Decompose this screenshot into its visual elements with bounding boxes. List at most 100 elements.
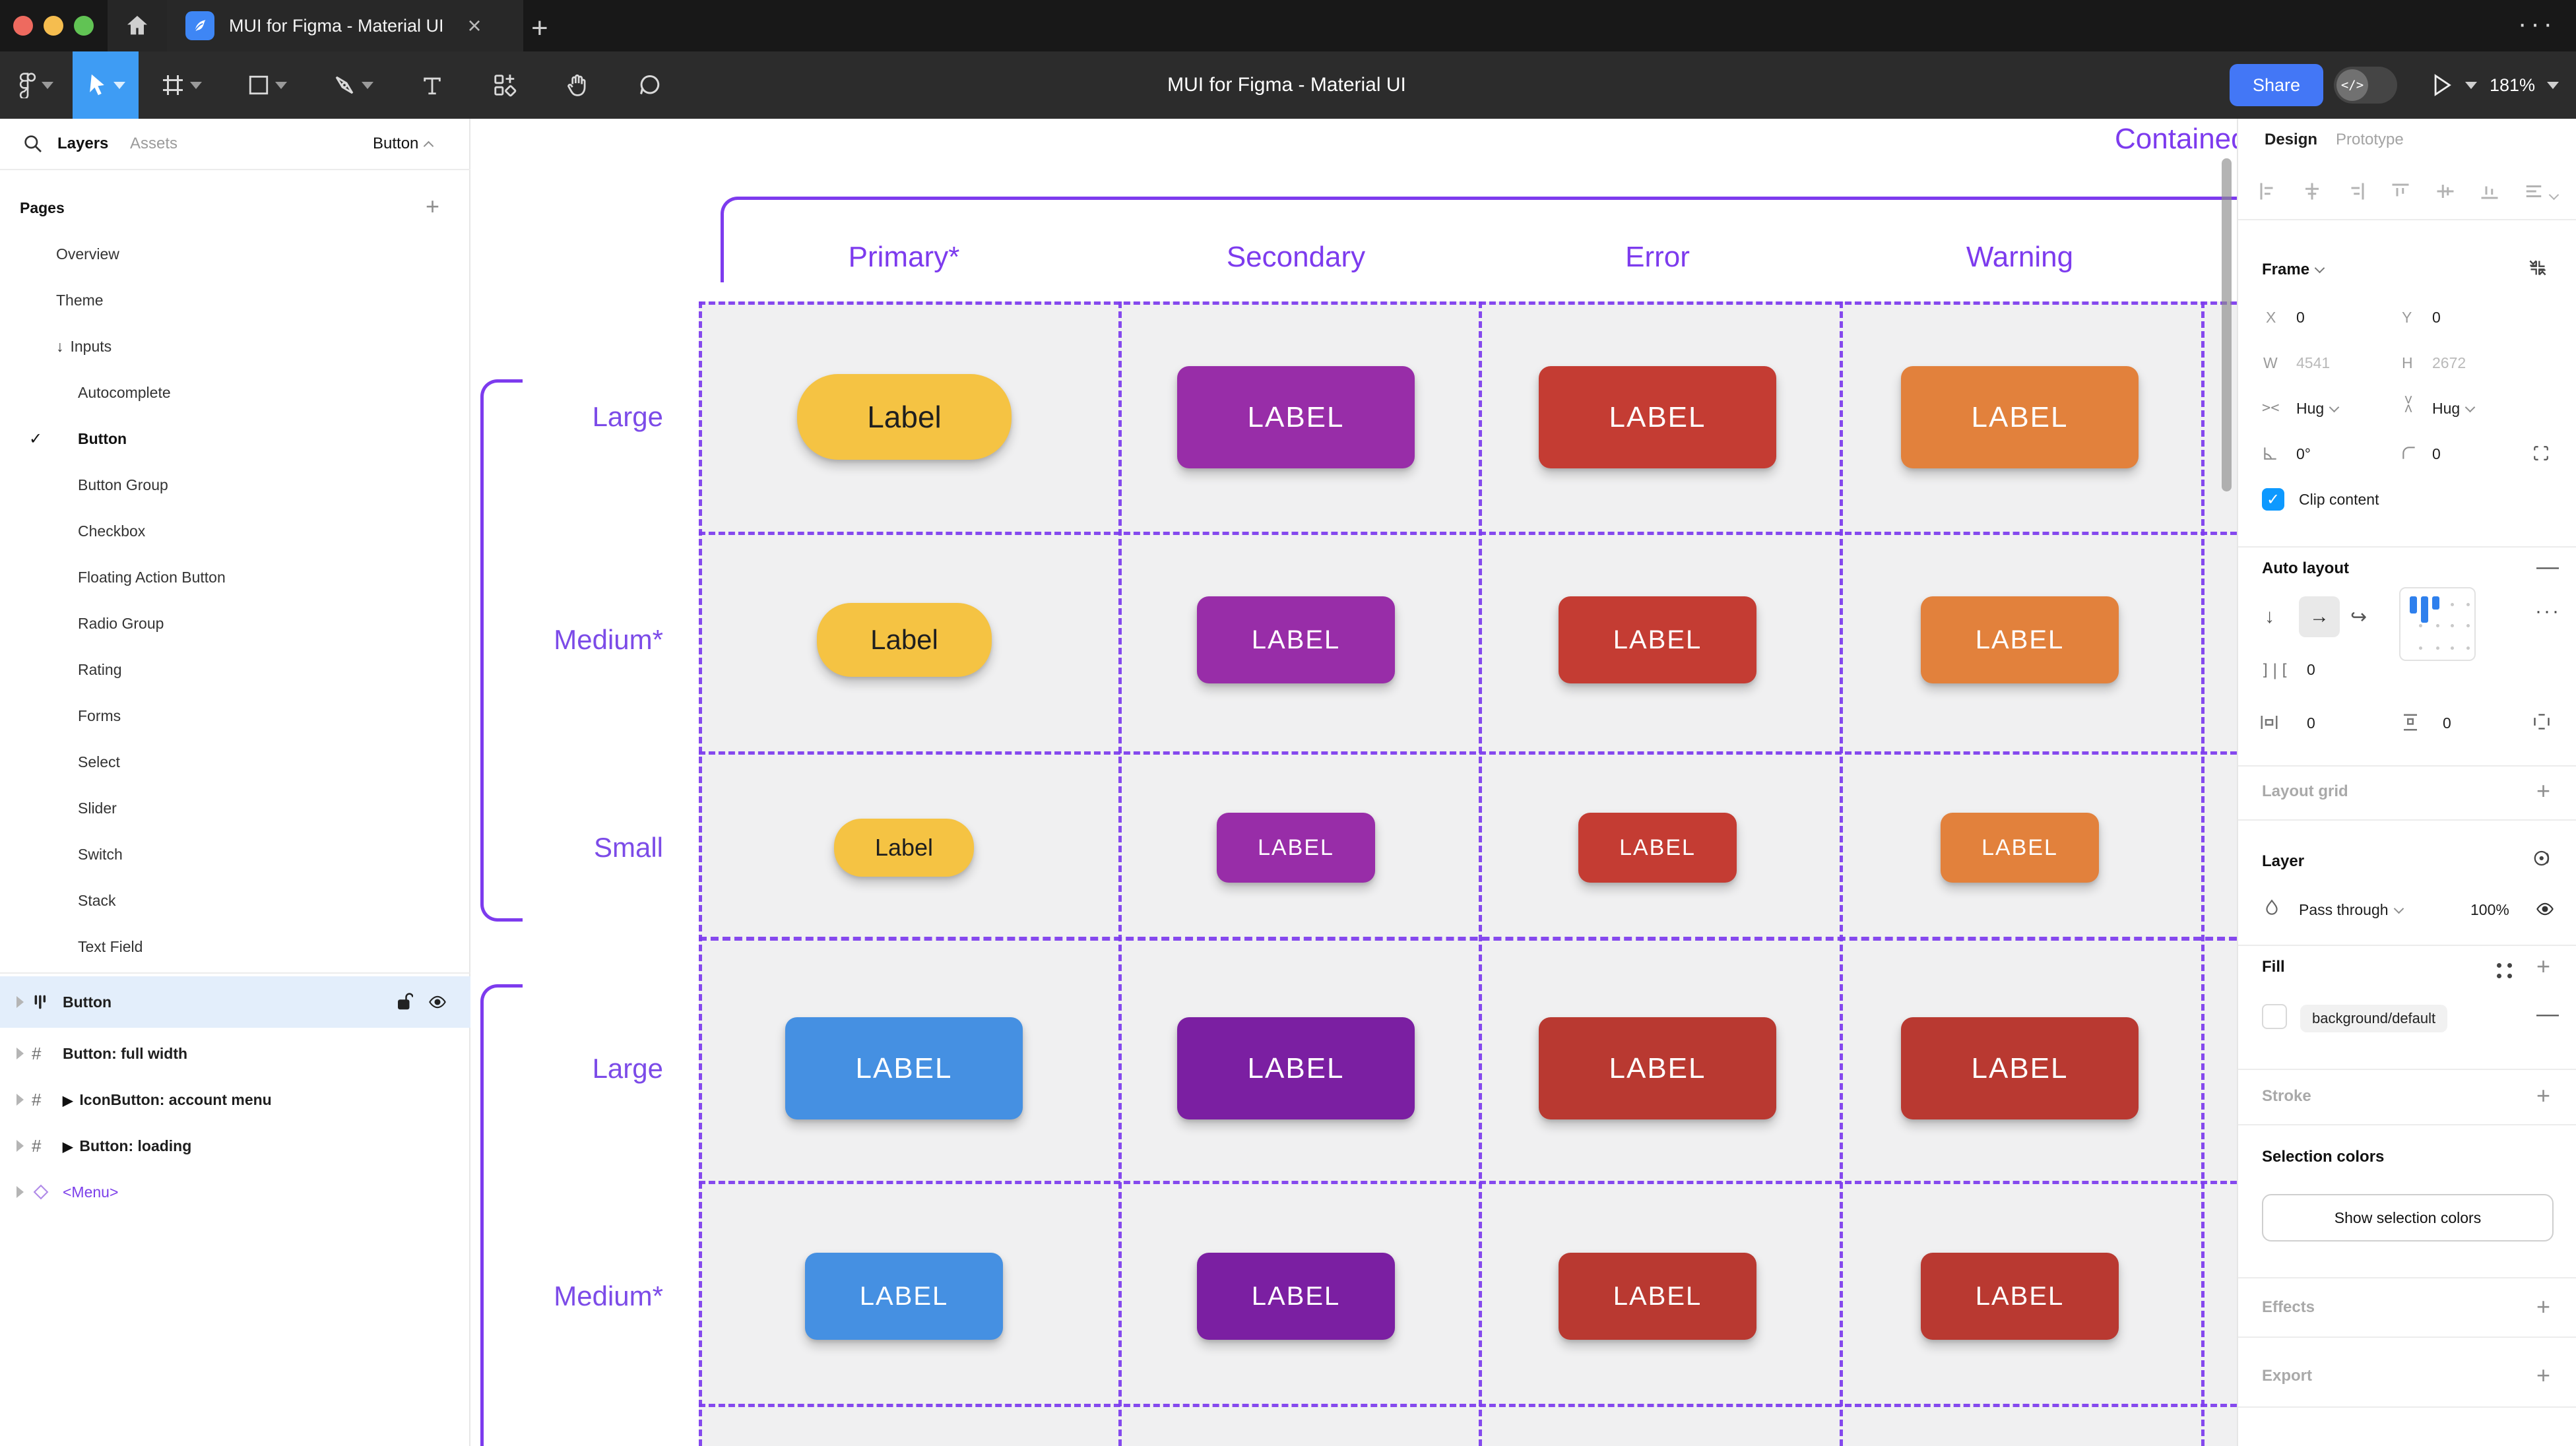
layer-item-button[interactable]: Button bbox=[0, 976, 470, 1028]
comment-tool-button[interactable] bbox=[614, 51, 686, 119]
file-tab[interactable]: MUI for Figma - Material UI × bbox=[167, 0, 523, 51]
gap-value[interactable]: 0 bbox=[2307, 661, 2315, 678]
design-canvas[interactable]: Contained Primary* Secondary Error Warni… bbox=[470, 119, 2237, 1446]
page-item-text-field[interactable]: Text Field bbox=[78, 937, 143, 955]
search-icon[interactable] bbox=[22, 133, 44, 154]
add-layout-grid-button[interactable]: + bbox=[2536, 777, 2551, 804]
page-item-button-group[interactable]: Button Group bbox=[78, 476, 168, 493]
remove-auto-layout-button[interactable]: — bbox=[2536, 554, 2559, 579]
new-tab-button[interactable]: + bbox=[531, 12, 548, 44]
fill-color-swatch[interactable] bbox=[2262, 1004, 2287, 1029]
align-h-center-icon[interactable] bbox=[2302, 181, 2322, 201]
page-item-forms[interactable]: Forms bbox=[78, 707, 121, 724]
tab-design[interactable]: Design bbox=[2265, 131, 2318, 148]
alignment-widget[interactable] bbox=[2399, 587, 2476, 661]
blend-mode-dropdown[interactable]: Pass through bbox=[2299, 901, 2404, 919]
align-v-center-icon[interactable] bbox=[2435, 181, 2455, 201]
shape-tool-button[interactable] bbox=[224, 51, 310, 119]
zoom-menu-button[interactable]: 181% bbox=[2490, 51, 2559, 119]
expand-chevron-icon[interactable] bbox=[16, 1186, 24, 1198]
share-button[interactable]: Share bbox=[2230, 64, 2323, 106]
visibility-eye-icon[interactable] bbox=[428, 993, 447, 1011]
canvas-button-secondary-large[interactable]: LABEL bbox=[1177, 366, 1415, 468]
blend-mode-options-icon[interactable] bbox=[2532, 848, 2552, 868]
canvas-button-secondary-small[interactable]: LABEL bbox=[1217, 813, 1375, 883]
apply-styles-icon[interactable] bbox=[2497, 963, 2514, 980]
unlock-icon[interactable] bbox=[396, 992, 413, 1012]
add-fill-button[interactable]: + bbox=[2536, 953, 2551, 980]
canvas-button-warning-medium[interactable]: LABEL bbox=[1921, 596, 2119, 683]
tab-assets[interactable]: Assets bbox=[130, 135, 178, 152]
canvas-button-primary-small[interactable]: Label bbox=[834, 819, 974, 877]
canvas-button-error-large[interactable]: LABEL bbox=[1539, 366, 1776, 468]
add-effect-button[interactable]: + bbox=[2536, 1293, 2551, 1320]
file-title[interactable]: MUI for Figma - Material UI bbox=[1167, 74, 1406, 96]
remove-fill-button[interactable]: — bbox=[2536, 1001, 2559, 1026]
dev-mode-toggle[interactable]: </> bbox=[2334, 67, 2397, 104]
x-value[interactable]: 0 bbox=[2296, 309, 2305, 326]
expand-chevron-icon[interactable] bbox=[16, 1140, 24, 1152]
canvas-button-secondary-large-2[interactable]: LABEL bbox=[1177, 1017, 1415, 1119]
direction-down-button[interactable]: ↓ bbox=[2265, 606, 2274, 627]
layer-opacity-value[interactable]: 100% bbox=[2470, 901, 2509, 918]
collapse-panel-icon[interactable] bbox=[2528, 259, 2547, 277]
page-item-fab[interactable]: Floating Action Button bbox=[78, 568, 226, 586]
fill-token-chip[interactable]: background/default bbox=[2300, 1005, 2448, 1032]
canvas-button-warning-large-2[interactable]: LABEL bbox=[1901, 1017, 2139, 1119]
canvas-button-secondary-medium[interactable]: LABEL bbox=[1197, 596, 1395, 683]
page-item-autocomplete[interactable]: Autocomplete bbox=[78, 383, 171, 401]
move-tool-button[interactable] bbox=[73, 51, 139, 119]
tab-prototype[interactable]: Prototype bbox=[2336, 131, 2404, 148]
canvas-button-error-large-2[interactable]: LABEL bbox=[1539, 1017, 1776, 1119]
layer-item-button-full-width[interactable]: # Button: full width bbox=[0, 1030, 470, 1077]
add-page-button[interactable]: + bbox=[426, 193, 440, 220]
layer-item-iconbutton-account-menu[interactable]: # ▶ IconButton: account menu bbox=[0, 1077, 470, 1123]
page-item-switch[interactable]: Switch bbox=[78, 845, 123, 863]
canvas-button-primary-large-2[interactable]: LABEL bbox=[785, 1017, 1023, 1119]
canvas-button-primary-large[interactable]: Label bbox=[797, 374, 1012, 460]
layer-item-menu-instance[interactable]: <Menu> bbox=[0, 1169, 470, 1215]
visibility-eye-icon[interactable] bbox=[2535, 900, 2555, 918]
hand-tool-button[interactable] bbox=[541, 51, 614, 119]
tab-layers[interactable]: Layers bbox=[57, 135, 109, 152]
page-item-slider[interactable]: Slider bbox=[78, 799, 117, 817]
corner-radius-value[interactable]: 0 bbox=[2432, 445, 2441, 462]
frame-tool-button[interactable] bbox=[139, 51, 224, 119]
horizontal-padding-value[interactable]: 0 bbox=[2307, 714, 2315, 732]
present-button[interactable] bbox=[2432, 51, 2477, 119]
canvas-button-error-medium[interactable]: LABEL bbox=[1559, 596, 1756, 683]
resources-tool-button[interactable] bbox=[468, 51, 541, 119]
pen-tool-button[interactable] bbox=[310, 51, 396, 119]
align-right-icon[interactable] bbox=[2346, 181, 2366, 201]
page-item-button[interactable]: ✓ Button bbox=[29, 429, 127, 448]
independent-padding-icon[interactable] bbox=[2532, 712, 2551, 731]
hug-vertical-value[interactable]: Hug bbox=[2432, 400, 2476, 418]
canvas-button-warning-medium-2[interactable]: LABEL bbox=[1921, 1253, 2119, 1340]
y-value[interactable]: 0 bbox=[2432, 309, 2441, 326]
main-menu-button[interactable] bbox=[0, 51, 73, 119]
add-export-button[interactable]: + bbox=[2536, 1362, 2551, 1389]
auto-layout-more-button[interactable]: ··· bbox=[2535, 600, 2561, 622]
frame-section-title[interactable]: Frame bbox=[2262, 261, 2325, 279]
canvas-scrollbar[interactable] bbox=[2222, 158, 2232, 491]
page-item-stack[interactable]: Stack bbox=[78, 891, 116, 909]
home-button[interactable] bbox=[108, 0, 167, 51]
traffic-minimize-button[interactable] bbox=[44, 16, 63, 36]
page-collapse-control[interactable]: Button bbox=[373, 135, 434, 153]
page-item-overview[interactable]: Overview bbox=[56, 245, 119, 263]
w-value[interactable]: 4541 bbox=[2296, 354, 2331, 371]
independent-corners-icon[interactable] bbox=[2532, 445, 2550, 462]
page-item-select[interactable]: Select bbox=[78, 753, 120, 770]
page-item-rating[interactable]: Rating bbox=[78, 660, 122, 678]
expand-chevron-icon[interactable] bbox=[16, 1048, 24, 1059]
canvas-button-secondary-medium-2[interactable]: LABEL bbox=[1197, 1253, 1395, 1340]
align-left-icon[interactable] bbox=[2258, 181, 2278, 201]
tabbar-more-icon[interactable]: ··· bbox=[2518, 9, 2556, 38]
direction-right-button-selected[interactable]: → bbox=[2299, 596, 2340, 637]
canvas-button-error-small[interactable]: LABEL bbox=[1578, 813, 1737, 883]
page-item-radio-group[interactable]: Radio Group bbox=[78, 614, 164, 632]
close-tab-icon[interactable]: × bbox=[467, 12, 482, 39]
align-top-icon[interactable] bbox=[2391, 181, 2410, 201]
add-stroke-button[interactable]: + bbox=[2536, 1082, 2551, 1109]
page-item-theme[interactable]: Theme bbox=[56, 291, 104, 309]
